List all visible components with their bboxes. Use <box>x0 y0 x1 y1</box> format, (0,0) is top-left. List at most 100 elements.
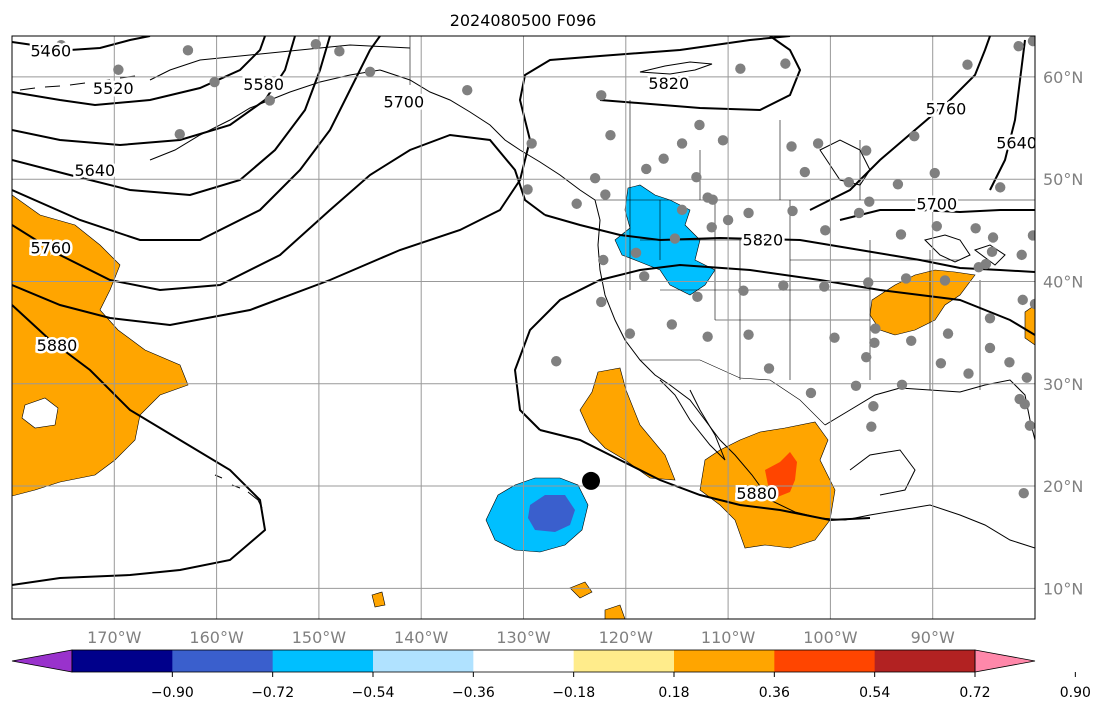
station-marker <box>1004 357 1015 368</box>
contour-labels: 5460 5520 5580 5700 5640 5760 5880 5820 5760 5640… <box>28 39 1037 506</box>
station-marker <box>600 189 611 200</box>
colorbar-tick-label: 0.36 <box>759 685 790 701</box>
lon-tick-label: 110°W <box>701 628 756 647</box>
colorbar-segment <box>674 650 775 672</box>
station-marker <box>931 221 942 232</box>
colorbar-high-extension <box>974 649 1036 673</box>
station-marker <box>866 421 877 432</box>
station-marker <box>1029 298 1035 310</box>
station-marker <box>984 342 996 354</box>
lat-tick-label: 50°N <box>1043 170 1083 189</box>
station-marker <box>799 166 811 178</box>
station-marker <box>1016 249 1027 261</box>
colorbar-segment <box>172 650 274 672</box>
hudson-bay <box>819 139 871 186</box>
latitude-labels: 60°N 50°N 40°N 30°N 20°N 10°N <box>1043 68 1083 598</box>
station-marker <box>676 204 688 216</box>
lon-tick-label: 130°W <box>496 628 551 647</box>
station-marker <box>694 119 705 131</box>
station-marker <box>589 172 601 184</box>
station-marker <box>1018 487 1029 499</box>
station-marker <box>786 141 797 152</box>
contour-5880-west <box>12 304 267 586</box>
colorbar-segment <box>573 650 675 672</box>
station-marker <box>900 273 912 284</box>
station-marker <box>1021 372 1033 383</box>
station-marker <box>55 40 67 51</box>
strong-negative-anomaly <box>528 495 575 532</box>
station-marker <box>869 337 880 349</box>
station-marker <box>174 128 185 140</box>
station-marker <box>666 319 678 330</box>
alaska-north-coast <box>149 44 411 81</box>
colorbar-segment <box>72 650 173 672</box>
station-marker <box>986 246 998 258</box>
station-marker <box>780 58 791 69</box>
station-markers <box>55 36 1035 499</box>
station-marker <box>722 214 734 226</box>
station-marker <box>264 95 275 106</box>
station-marker <box>571 198 582 209</box>
us-mexico-border <box>640 359 826 426</box>
station-marker <box>906 335 917 346</box>
contour-label: 5580 <box>243 75 284 94</box>
contour-label: 5880 <box>736 484 777 503</box>
station-marker <box>805 387 817 399</box>
station-marker <box>896 379 908 390</box>
colorbar-frame <box>71 649 976 673</box>
lon-tick-label: 120°W <box>599 628 654 647</box>
station-marker <box>658 153 669 164</box>
lat-tick-label: 10°N <box>1043 579 1083 598</box>
station-marker <box>909 131 920 142</box>
baja-coast <box>659 379 726 461</box>
station-marker <box>861 351 872 363</box>
contour-5640-ne <box>989 39 1026 191</box>
colorbar-tick-label: −0.36 <box>452 685 495 701</box>
positive-anomaly-region-southeast <box>1024 304 1035 346</box>
contour-label: 5460 <box>31 41 72 60</box>
station-marker <box>861 145 872 156</box>
station-marker <box>364 66 376 77</box>
contour-label: 5760 <box>926 100 967 119</box>
colorbar-segment <box>272 650 374 672</box>
station-marker <box>935 358 947 369</box>
station-marker <box>1027 36 1035 47</box>
colorbar-tick-label: 0.54 <box>859 685 890 701</box>
station-marker <box>743 207 754 219</box>
station-marker <box>984 313 996 324</box>
station-marker <box>706 222 717 233</box>
map-title: 2024080500 F096 <box>450 11 597 30</box>
contour-label: 5640 <box>996 133 1037 152</box>
station-marker <box>1017 294 1028 306</box>
lat-tick-label: 30°N <box>1043 375 1083 394</box>
central-america-coast <box>844 504 1035 549</box>
colorbar-segment <box>774 650 876 672</box>
colorbar-segment <box>874 650 976 672</box>
station-marker <box>596 90 607 101</box>
station-marker <box>717 135 729 146</box>
colorbar-segment <box>473 650 575 672</box>
station-marker <box>526 138 537 149</box>
station-marker <box>738 285 749 296</box>
station-marker <box>963 368 974 379</box>
contour-5760-east <box>599 36 802 112</box>
station-marker <box>864 196 875 207</box>
station-marker <box>702 331 713 342</box>
station-marker <box>829 332 840 343</box>
contour-5520 <box>12 36 266 107</box>
colorbar-tick-label: −0.54 <box>352 685 395 701</box>
colorbar-tick-label: 0.90 <box>1060 685 1091 701</box>
station-marker <box>995 182 1006 193</box>
colorbar-tick-label: 0.72 <box>959 685 990 701</box>
station-marker <box>113 64 124 75</box>
station-marker <box>863 277 874 288</box>
map-frame <box>11 35 1036 620</box>
station-marker <box>1019 399 1030 410</box>
lon-tick-label: 170°W <box>87 628 142 647</box>
contour-label: 5700 <box>383 92 424 111</box>
station-marker <box>870 323 881 334</box>
station-marker <box>763 363 775 374</box>
map-gridlines <box>12 36 1035 619</box>
